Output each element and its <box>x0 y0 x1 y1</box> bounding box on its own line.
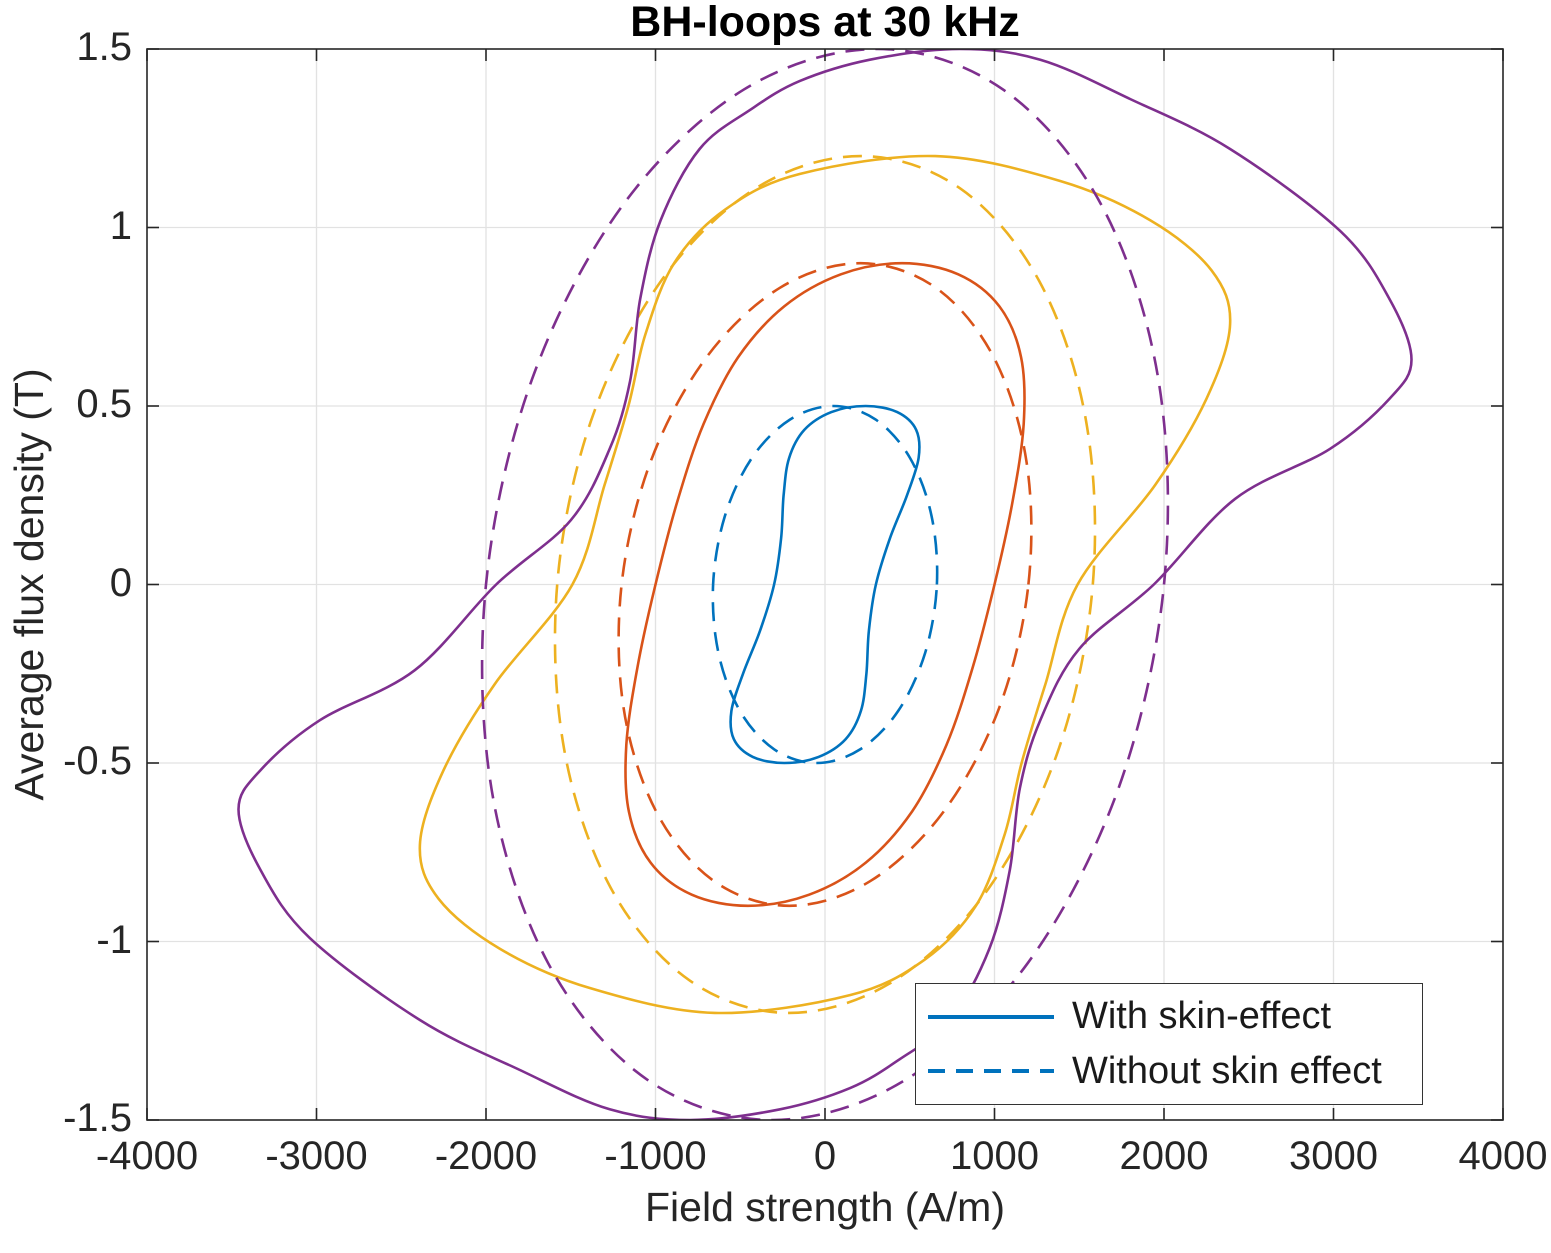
y-tick-label: 1.5 <box>76 25 132 69</box>
y-tick-label: -0.5 <box>63 739 132 783</box>
x-tick-label: 2000 <box>1119 1134 1209 1178</box>
loop-curves <box>237 49 1413 1120</box>
legend-entry: With skin-effect <box>928 995 1422 1038</box>
x-tick-label: -2000 <box>434 1134 538 1178</box>
x-axis-label: Field strength (A/m) <box>645 1184 1005 1230</box>
chart-title: BH-loops at 30 kHz <box>630 0 1020 46</box>
legend-line-sample-dashed <box>928 1069 1054 1073</box>
loop-dashed-B0.5T <box>711 404 939 765</box>
legend: With skin-effect Without skin effect <box>915 983 1423 1105</box>
loop-solid-B0.9T <box>624 261 1026 908</box>
loop-solid-B0.5T <box>729 404 921 765</box>
x-tick-label: -3000 <box>265 1134 368 1178</box>
x-tick-label: 3000 <box>1289 1134 1378 1178</box>
y-tick-label: 0.5 <box>76 382 132 426</box>
y-tick-label: 0 <box>109 560 132 605</box>
loop-solid-B1.2T <box>418 154 1232 1015</box>
x-tick-label: 1000 <box>950 1134 1039 1178</box>
legend-line-sample-solid <box>928 1015 1054 1019</box>
y-tick-label: 1 <box>109 203 132 248</box>
loop-dashed-B1.2T <box>553 154 1097 1015</box>
x-tick-label: -4000 <box>95 1134 199 1178</box>
loop-solid-B1.5T <box>237 49 1413 1120</box>
y-tick-label: -1 <box>96 917 132 962</box>
x-tick-label: -1000 <box>604 1134 707 1178</box>
gridlines <box>147 49 1503 1120</box>
axes-box <box>146 48 1504 1121</box>
legend-entry: Without skin effect <box>928 1050 1422 1093</box>
y-tick-label: -1.5 <box>63 1096 132 1140</box>
loop-dashed-B0.9T <box>617 261 1033 908</box>
legend-entry-label: With skin-effect <box>1072 995 1332 1038</box>
x-tick-label: 4000 <box>1458 1134 1548 1178</box>
x-tick-label: 0 <box>813 1134 837 1178</box>
legend-entry-label: Without skin effect <box>1072 1049 1382 1092</box>
